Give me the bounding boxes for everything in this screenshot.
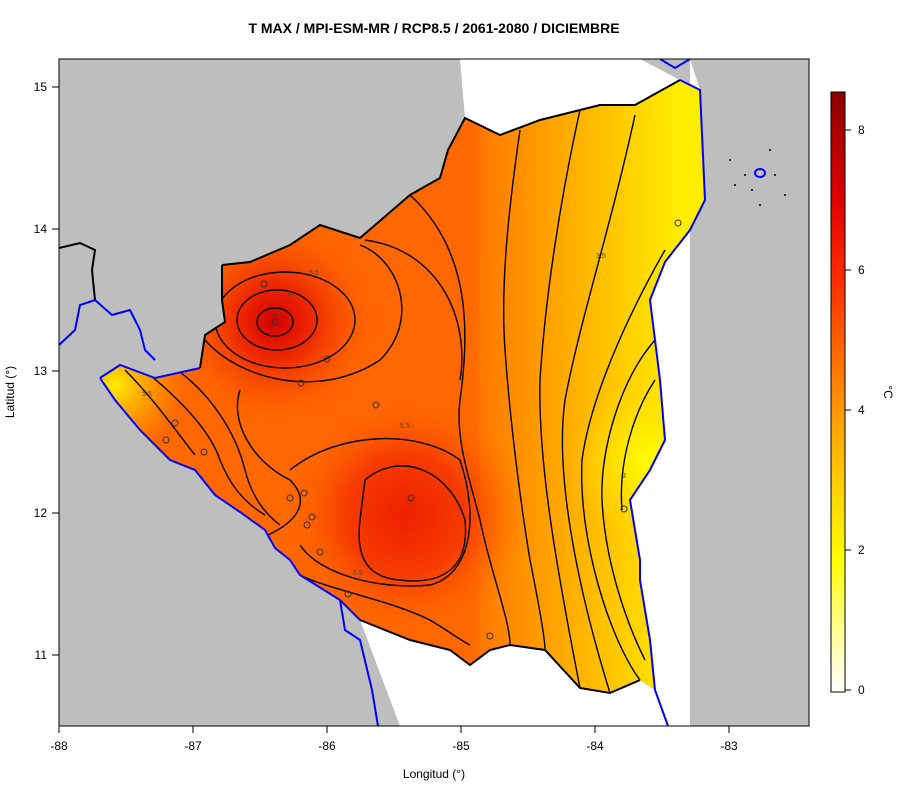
contour-lines (124, 109, 666, 693)
colorbar-title: °C (881, 385, 895, 399)
x-tick-label: -85 (452, 739, 470, 753)
pacific-ocean (59, 350, 670, 726)
honduras-north-white (59, 59, 460, 378)
caribbean-coastline (628, 79, 707, 726)
contour-label: 5.5 (400, 423, 410, 430)
contour-label: 6.5 (272, 313, 282, 320)
contour-label: 5.5 (309, 270, 319, 277)
contour-label: 5.5 (353, 570, 363, 577)
colorbar-tick-label: 8 (858, 123, 865, 137)
map-title: T MAX / MPI-ESM-MR / RCP8.5 / 2061-2080 … (248, 20, 620, 36)
y-tick-label: 15 (34, 80, 48, 94)
contour-label: 3 (622, 473, 626, 480)
y-tick-label: 12 (34, 506, 48, 520)
fonseca-coast (59, 298, 156, 361)
y-tick-label: 11 (35, 648, 48, 662)
gulf-coastline (99, 363, 201, 380)
x-tick-label: -83 (720, 739, 738, 753)
costa-rica-coast (339, 599, 379, 726)
contour-label-group: 5.5 6 6.5 5.5 5.5 5.5 3.5 3 (142, 253, 626, 577)
y-tick-label: 14 (34, 222, 48, 236)
pacific-coastline (99, 377, 361, 621)
caribbean-north-white (460, 59, 680, 135)
colorbar (830, 91, 846, 693)
x-axis-labels: -88 -87 -86 -85 -84 -83 (50, 739, 738, 753)
x-axis-title: Longitud (°) (403, 767, 465, 781)
contour-label: 3.5 (596, 253, 606, 260)
nicaragua-west-border (199, 265, 227, 369)
colorbar-labels: 0 2 4 6 8 (858, 123, 865, 697)
honduras-north-coast (659, 59, 691, 70)
x-axis-ticks (58, 726, 730, 733)
colorbar-tick-label: 0 (858, 683, 865, 697)
contour-label: 6 (288, 292, 292, 299)
plot-frame (58, 58, 810, 727)
nicaragua-north-border (221, 79, 681, 266)
contour-label: 5.5 (142, 391, 152, 398)
y-axis-ticks (52, 86, 59, 656)
caribbean-islands (729, 149, 786, 206)
honduras-border (59, 241, 97, 301)
corn-island (754, 168, 766, 178)
colorbar-tick-label: 6 (858, 263, 865, 277)
y-tick-label: 13 (34, 364, 48, 378)
nicaragua-south-border (359, 619, 641, 695)
x-tick-label: -88 (50, 739, 68, 753)
x-tick-label: -86 (318, 739, 336, 753)
y-axis-labels: 11 12 13 14 15 (34, 80, 48, 662)
station-markers (162, 219, 682, 640)
y-axis-title: Latitud (°) (3, 366, 17, 418)
caribbean-water (630, 59, 705, 726)
x-tick-label: -87 (184, 739, 202, 753)
colorbar-ticks (845, 129, 851, 691)
colorbar-tick-label: 2 (858, 543, 865, 557)
pacific-ocean-water (360, 620, 668, 726)
x-tick-label: -84 (586, 739, 604, 753)
colorbar-tick-label: 4 (858, 403, 865, 417)
